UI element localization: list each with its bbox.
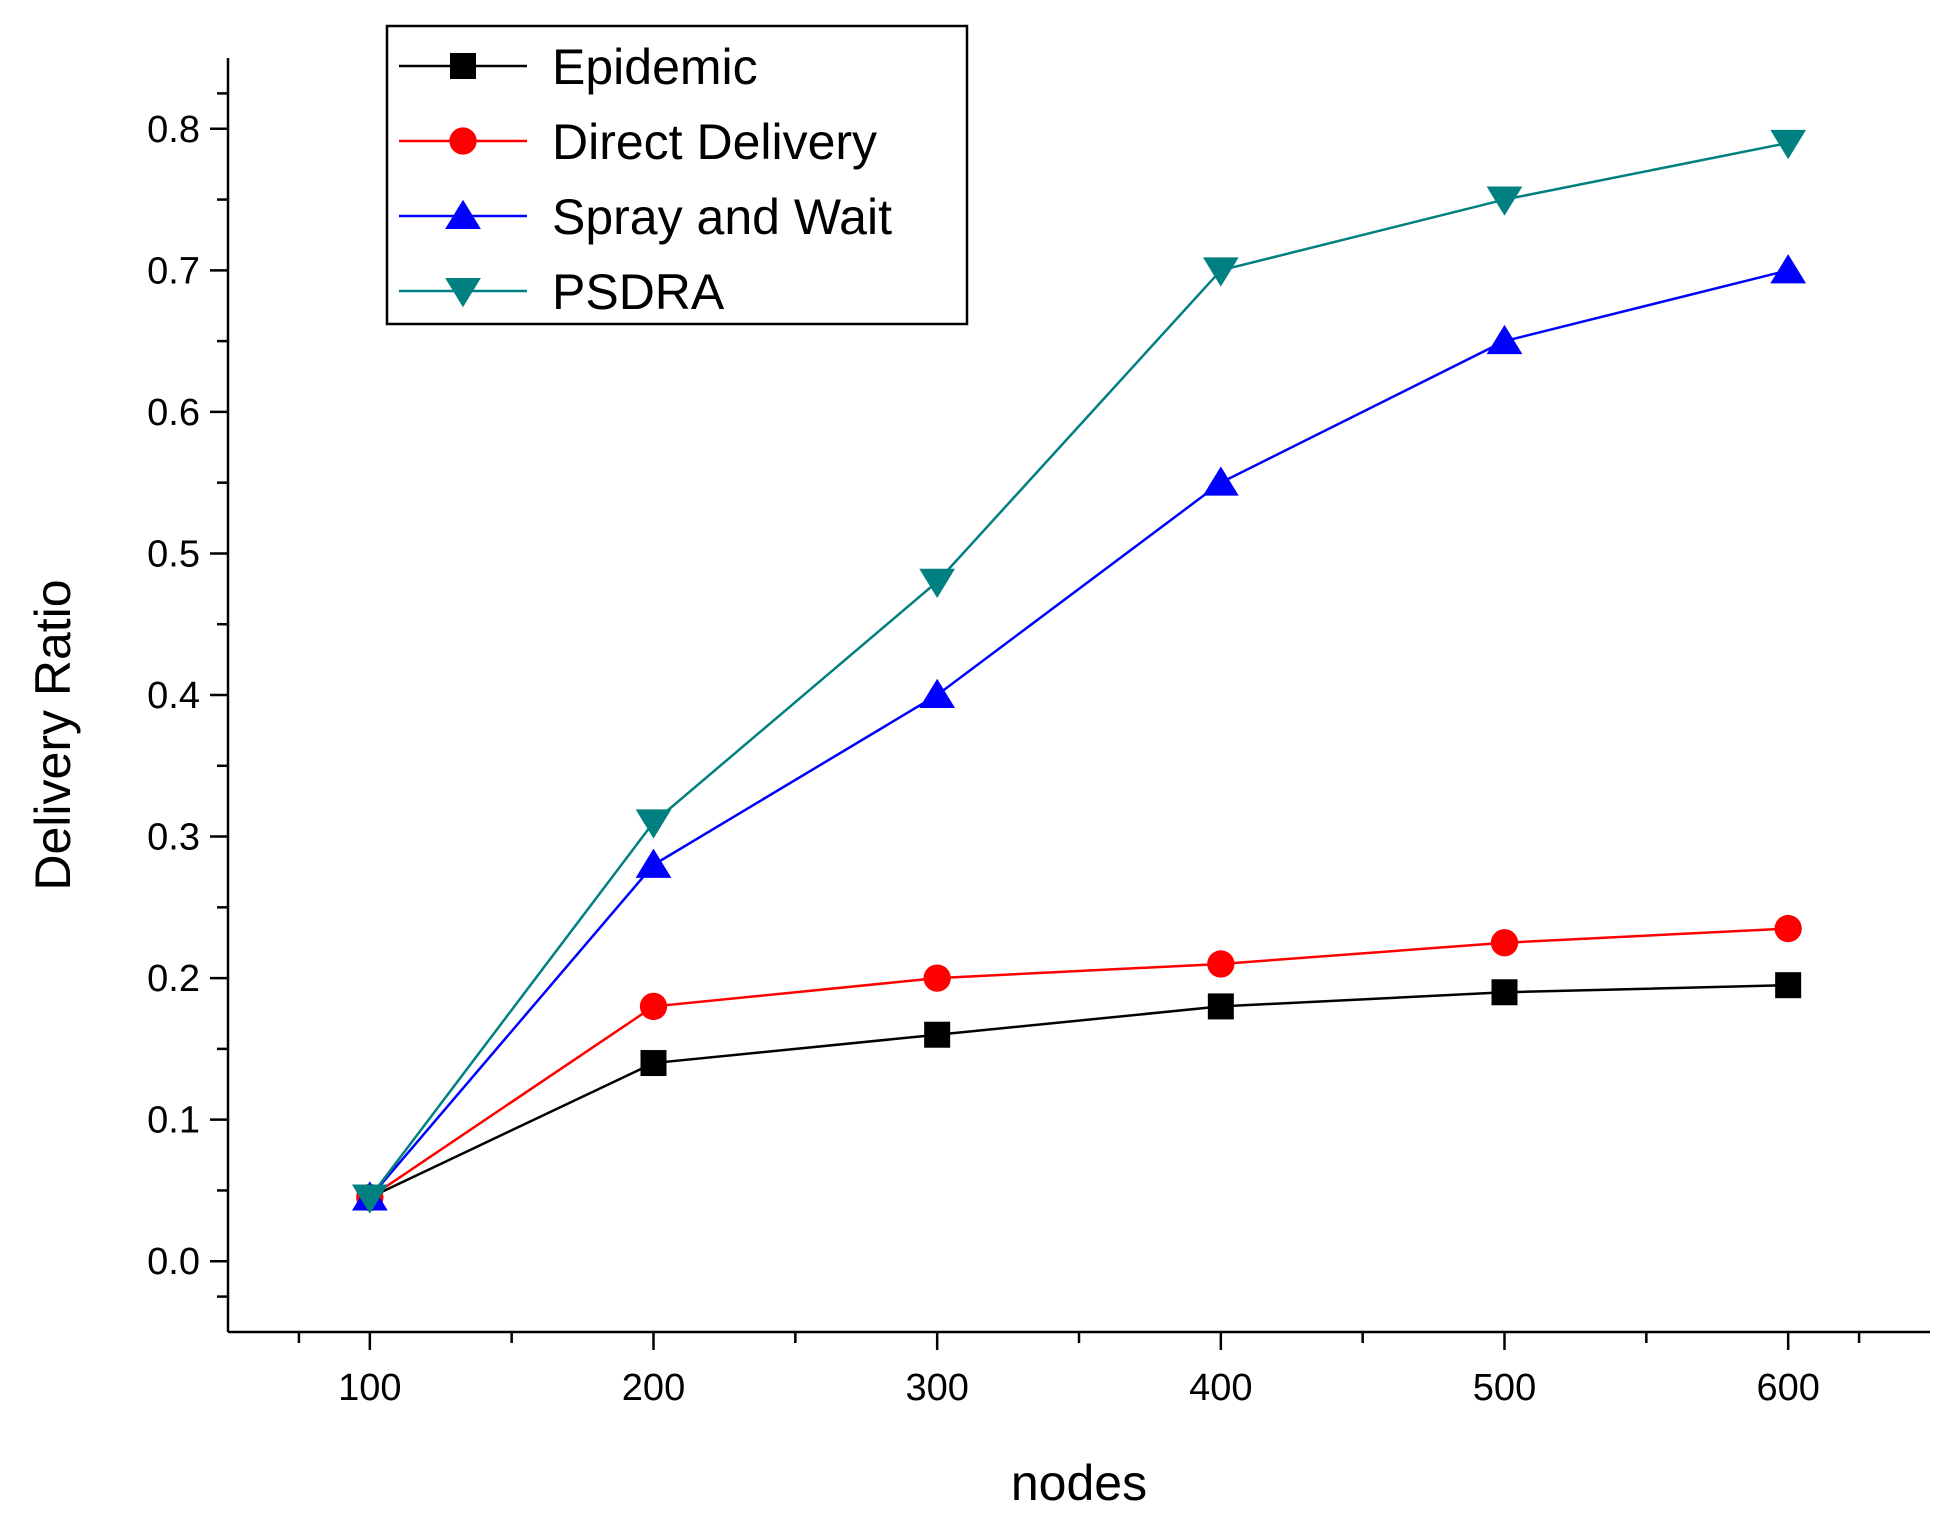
legend-label: Direct Delivery bbox=[552, 114, 877, 170]
x-tick-label: 400 bbox=[1189, 1367, 1252, 1409]
y-tick-label: 0.7 bbox=[147, 250, 200, 292]
x-tick-label: 600 bbox=[1756, 1367, 1819, 1409]
y-axis-ticks: 0.0 0.1 0.2 0.3 0.4 0.5 0.6 0.7 0.8 bbox=[147, 92, 228, 1298]
x-axis-title: nodes bbox=[1011, 1455, 1147, 1511]
legend-label: PSDRA bbox=[552, 264, 725, 320]
y-tick-label: 0.2 bbox=[147, 958, 200, 1000]
legend-marker bbox=[445, 199, 481, 229]
series-line-direct-delivery bbox=[369, 927, 1789, 1199]
y-tick-label: 0.8 bbox=[147, 109, 200, 151]
x-axis-ticks: 100 200 300 400 500 600 bbox=[297, 1332, 1861, 1409]
series-line-epidemic bbox=[369, 983, 1789, 1199]
data-point-spray-and-wait bbox=[1770, 254, 1807, 284]
series-psdra bbox=[351, 129, 1807, 1214]
data-point-epidemic bbox=[640, 1050, 667, 1077]
legend-entry-psdra: PSDRA bbox=[399, 264, 725, 320]
series-line-psdra bbox=[368, 141, 1789, 1199]
data-point-spray-and-wait bbox=[1486, 324, 1523, 355]
data-point-epidemic bbox=[924, 1021, 951, 1048]
data-point-epidemic bbox=[1207, 993, 1234, 1020]
data-point-psdra bbox=[919, 568, 956, 599]
y-tick-label: 0.6 bbox=[147, 392, 200, 434]
legend-entry-epidemic: Epidemic bbox=[399, 39, 758, 95]
x-tick-label: 100 bbox=[338, 1367, 401, 1409]
x-tick-label: 200 bbox=[622, 1367, 685, 1409]
data-point-spray-and-wait bbox=[919, 678, 956, 708]
data-point-direct-delivery bbox=[1207, 950, 1235, 978]
y-tick-label: 0.5 bbox=[147, 533, 200, 575]
data-point-psdra bbox=[635, 809, 672, 839]
data-point-direct-delivery bbox=[923, 964, 951, 992]
data-point-psdra bbox=[1486, 186, 1523, 216]
legend-label: Spray and Wait bbox=[552, 189, 892, 245]
series-direct-delivery bbox=[356, 914, 1802, 1212]
legend: Epidemic Direct Delivery Spray and Wait PSD… bbox=[385, 24, 969, 326]
data-point-spray-and-wait bbox=[635, 848, 672, 878]
data-point-direct-delivery bbox=[639, 992, 668, 1021]
legend-marker bbox=[450, 53, 476, 79]
data-point-epidemic bbox=[1491, 979, 1518, 1006]
legend-marker bbox=[449, 127, 477, 155]
data-point-spray-and-wait bbox=[1202, 466, 1239, 496]
data-point-epidemic bbox=[1775, 972, 1802, 999]
legend-marker bbox=[445, 278, 481, 308]
series-group bbox=[351, 129, 1807, 1214]
series-line-spray-and-wait bbox=[368, 269, 1789, 1199]
y-tick-label: 0.0 bbox=[147, 1241, 200, 1283]
legend-entry-spray-and-wait: Spray and Wait bbox=[399, 189, 892, 245]
legend-label: Epidemic bbox=[552, 39, 758, 95]
data-point-direct-delivery bbox=[1490, 929, 1519, 957]
y-tick-label: 0.4 bbox=[147, 675, 200, 717]
data-point-psdra bbox=[1770, 129, 1807, 160]
series-epidemic bbox=[356, 972, 1802, 1211]
data-point-psdra bbox=[1202, 257, 1239, 287]
y-axis-title: Delivery Ratio bbox=[25, 579, 81, 890]
legend-box bbox=[385, 24, 969, 326]
legend-entry-direct-delivery: Direct Delivery bbox=[399, 114, 877, 170]
y-tick-label: 0.1 bbox=[147, 1100, 200, 1142]
data-point-direct-delivery bbox=[1774, 914, 1802, 943]
x-tick-label: 500 bbox=[1473, 1367, 1536, 1409]
series-spray-and-wait bbox=[351, 254, 1807, 1211]
y-tick-label: 0.3 bbox=[147, 817, 200, 859]
x-tick-label: 300 bbox=[905, 1367, 968, 1409]
data-point-psdra bbox=[351, 1184, 388, 1214]
